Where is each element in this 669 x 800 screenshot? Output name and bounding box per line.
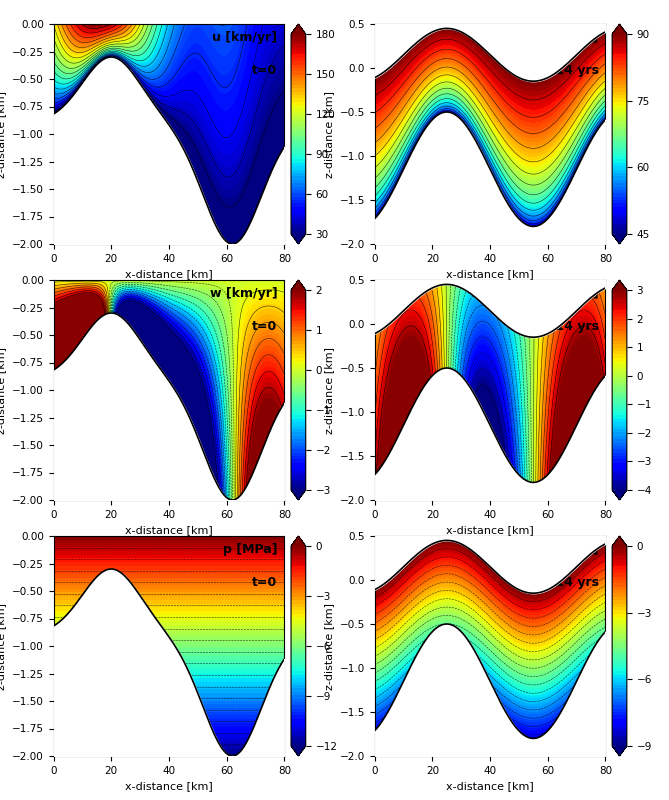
X-axis label: x-distance [km]: x-distance [km]: [125, 526, 213, 535]
PathPatch shape: [612, 490, 627, 500]
Y-axis label: z-distance [km]: z-distance [km]: [0, 602, 6, 690]
PathPatch shape: [291, 234, 306, 244]
Text: p [MPa]: p [MPa]: [544, 542, 599, 555]
Text: w [km/yr]: w [km/yr]: [209, 286, 278, 300]
PathPatch shape: [612, 280, 627, 290]
X-axis label: x-distance [km]: x-distance [km]: [446, 270, 534, 279]
X-axis label: x-distance [km]: x-distance [km]: [446, 782, 534, 791]
X-axis label: x-distance [km]: x-distance [km]: [446, 526, 534, 535]
Y-axis label: z-distance [km]: z-distance [km]: [324, 346, 334, 434]
PathPatch shape: [612, 24, 627, 34]
Text: t=14 yrs: t=14 yrs: [539, 319, 599, 333]
PathPatch shape: [291, 490, 306, 500]
Text: t=0: t=0: [252, 319, 278, 333]
Y-axis label: z-distance [km]: z-distance [km]: [0, 90, 6, 178]
X-axis label: x-distance [km]: x-distance [km]: [125, 782, 213, 791]
Text: t=14 yrs: t=14 yrs: [539, 64, 599, 77]
PathPatch shape: [612, 234, 627, 244]
Y-axis label: z-distance [km]: z-distance [km]: [324, 90, 334, 178]
PathPatch shape: [612, 536, 627, 546]
Text: t=0: t=0: [252, 576, 278, 589]
Y-axis label: z-distance [km]: z-distance [km]: [0, 346, 6, 434]
Text: w [km/yr]: w [km/yr]: [531, 286, 599, 300]
Y-axis label: z-distance [km]: z-distance [km]: [324, 602, 334, 690]
Text: t=14 yrs: t=14 yrs: [539, 576, 599, 589]
PathPatch shape: [612, 746, 627, 756]
PathPatch shape: [291, 24, 306, 34]
Text: t=0: t=0: [252, 64, 278, 77]
Text: u [km/yr]: u [km/yr]: [212, 30, 278, 43]
X-axis label: x-distance [km]: x-distance [km]: [125, 270, 213, 279]
PathPatch shape: [291, 280, 306, 290]
Text: u [km/yr]: u [km/yr]: [533, 30, 599, 43]
PathPatch shape: [291, 536, 306, 546]
PathPatch shape: [291, 746, 306, 756]
Text: p [MPa]: p [MPa]: [223, 542, 278, 555]
